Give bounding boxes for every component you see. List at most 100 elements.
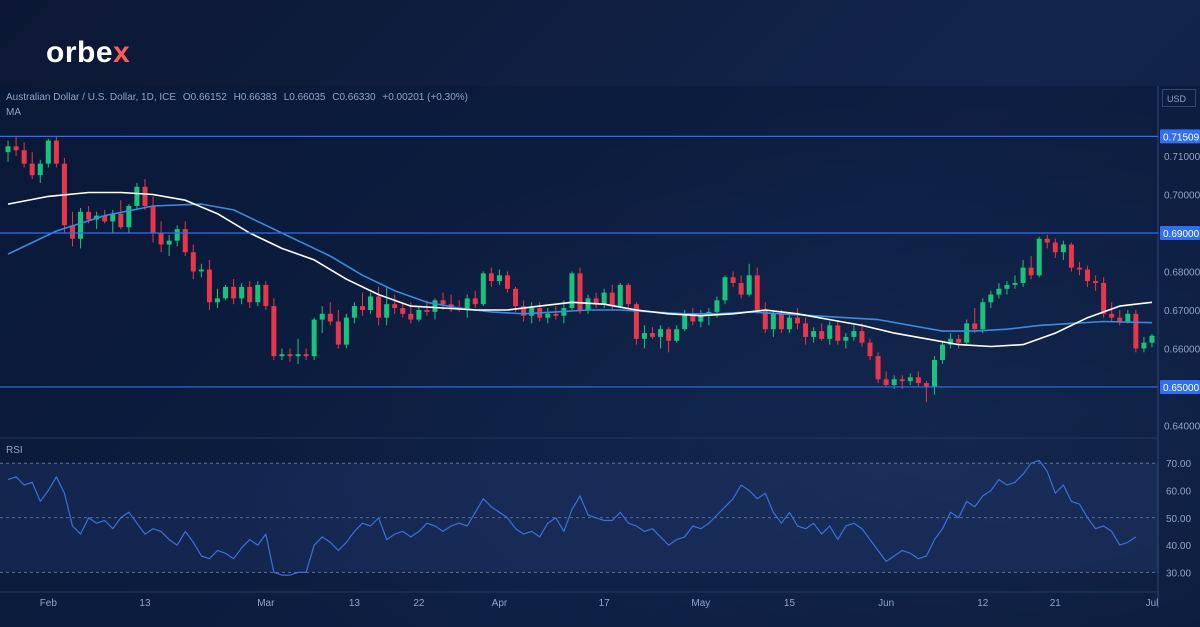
candle-body — [940, 344, 946, 361]
candle — [1012, 275, 1018, 289]
candle — [134, 182, 140, 210]
candle — [359, 292, 365, 316]
candle-body — [142, 186, 148, 207]
candle-body — [875, 356, 881, 380]
candle — [650, 327, 656, 339]
candle-body — [384, 304, 390, 318]
time-tick-label: May — [691, 598, 710, 609]
candle — [851, 325, 857, 341]
candle — [730, 271, 736, 287]
candle-body — [1109, 313, 1115, 318]
candle — [29, 152, 35, 180]
candle-body — [239, 286, 245, 299]
candle-body — [432, 300, 438, 312]
candle-body — [964, 323, 970, 343]
candle — [376, 286, 382, 326]
candle — [102, 209, 108, 224]
time-tick-label: 15 — [784, 598, 796, 609]
candle-body — [722, 277, 728, 301]
candle-body — [1093, 281, 1099, 284]
candle-body — [778, 313, 784, 330]
candle — [174, 225, 180, 247]
candle — [964, 319, 970, 345]
candle — [206, 259, 212, 310]
candle-body — [770, 313, 776, 330]
candle-body — [786, 317, 792, 330]
candle-body — [263, 284, 269, 307]
candle — [827, 321, 833, 345]
candle-body — [504, 275, 510, 289]
candle-body — [496, 275, 502, 282]
candle-body — [843, 336, 849, 341]
price-tick-label: 0.68000 — [1164, 267, 1200, 278]
candle-body — [1012, 283, 1018, 285]
candle-body — [907, 377, 913, 382]
candle — [247, 281, 253, 309]
candle — [166, 234, 172, 257]
candle — [53, 136, 59, 168]
candle-body — [295, 354, 301, 357]
candle-body — [408, 313, 414, 320]
candle — [255, 281, 261, 307]
candle-body — [327, 313, 333, 322]
orbex-logo: orbex — [46, 36, 131, 69]
candle — [617, 283, 623, 309]
candle-body — [110, 213, 116, 222]
level-label-box — [1160, 225, 1200, 240]
candle-body — [1149, 335, 1155, 343]
candle — [1076, 261, 1082, 276]
candle-body — [118, 213, 124, 228]
candle-body — [37, 163, 43, 176]
candle — [746, 263, 752, 297]
candle — [513, 286, 519, 312]
candle-body — [1133, 313, 1139, 349]
candle — [1068, 242, 1074, 272]
rsi-tick-label: 30.00 — [1166, 568, 1191, 579]
price-tick-label: 0.64000 — [1164, 421, 1200, 432]
candle-body — [271, 306, 277, 357]
candle — [545, 308, 551, 324]
candle-body — [803, 323, 809, 337]
candle — [190, 244, 196, 280]
candle — [464, 294, 470, 318]
candle-body — [287, 354, 293, 357]
level-label-box — [1160, 379, 1200, 394]
candle-body — [996, 288, 1002, 295]
candle — [867, 338, 873, 361]
candle — [1052, 238, 1058, 258]
candle-body — [1068, 244, 1074, 268]
candle-body — [190, 252, 196, 272]
candle-body — [682, 313, 688, 330]
candle — [883, 371, 889, 387]
candle-body — [956, 338, 962, 343]
candle-body — [1028, 267, 1034, 276]
candle-body — [851, 331, 857, 337]
candle-body — [214, 298, 220, 303]
candle — [368, 292, 374, 314]
candle-body — [368, 296, 374, 310]
candle — [907, 373, 913, 386]
candle — [577, 267, 583, 314]
candle-body — [1044, 238, 1050, 243]
candle — [915, 371, 921, 387]
candle-body — [166, 240, 172, 245]
candle-body — [819, 331, 825, 339]
candle-body — [545, 313, 551, 318]
candle — [214, 288, 220, 309]
candle — [335, 309, 341, 349]
candle — [78, 207, 84, 249]
candle — [21, 142, 27, 168]
candle-body — [972, 323, 978, 330]
candle — [37, 159, 43, 183]
candle-body — [513, 288, 519, 307]
candle-body — [899, 379, 905, 382]
candle-body — [102, 215, 108, 222]
candle — [118, 200, 124, 230]
time-tick-label: Jul — [1146, 598, 1159, 609]
candle — [690, 308, 696, 326]
currency-selector[interactable]: USD — [1162, 89, 1196, 107]
candle-body — [811, 331, 817, 337]
candle — [432, 298, 438, 320]
candle — [569, 271, 575, 310]
